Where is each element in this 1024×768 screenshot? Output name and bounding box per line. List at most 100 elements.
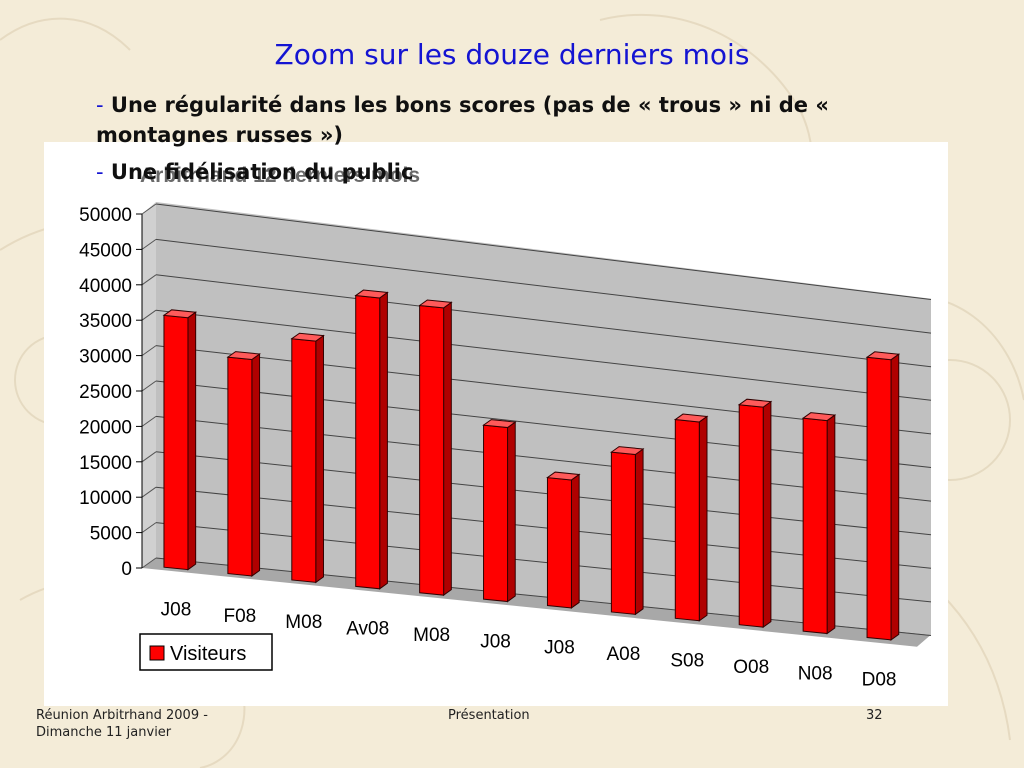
chart-title: Arbitrhand 12 derniers mois xyxy=(140,164,420,187)
bar-side xyxy=(570,473,580,609)
gridline-depth xyxy=(141,522,157,534)
gridline xyxy=(155,380,932,468)
gridline-depth xyxy=(141,238,157,250)
bar xyxy=(291,338,317,583)
chart-panel: 50000 45000 40000 35000 30000 25000 20000 15000… xyxy=(44,142,948,706)
x-tick-label: D08 xyxy=(862,670,897,691)
gridline-depth xyxy=(141,203,157,215)
footer-event: Réunion Arbitrhand 2009 - Dimanche 11 ja… xyxy=(36,707,208,741)
gridline-depth xyxy=(141,557,157,569)
bar-side xyxy=(443,301,452,597)
bar xyxy=(483,424,509,603)
footer-event-line2: Dimanche 11 janvier xyxy=(36,725,172,740)
bar xyxy=(610,451,636,615)
gridline-depth xyxy=(141,451,157,463)
gridline xyxy=(155,451,932,536)
x-tick-label: N08 xyxy=(798,663,833,684)
x-tick-label: J08 xyxy=(544,638,575,659)
bar xyxy=(866,356,892,641)
bar-side xyxy=(890,353,900,641)
y-tick-label: 35000 xyxy=(79,311,132,332)
gridline xyxy=(155,522,932,603)
bar-top xyxy=(673,413,709,423)
bar-top xyxy=(162,309,198,319)
legend-label: Visiteurs xyxy=(170,643,246,665)
bullet-loyalty: - Une fidélisation du public xyxy=(96,157,413,187)
x-tick-label: F08 xyxy=(224,606,257,627)
gridline-depth xyxy=(141,309,157,321)
bar-top xyxy=(865,351,901,361)
gridline-depth xyxy=(141,486,157,498)
bar-side xyxy=(507,421,516,603)
bar-side xyxy=(379,291,388,590)
bar-top xyxy=(482,419,517,429)
bar-top xyxy=(610,446,645,456)
bar-top xyxy=(290,332,325,342)
bar xyxy=(738,404,764,628)
x-tick-label: J08 xyxy=(480,631,511,652)
bar-top xyxy=(354,289,389,299)
chart-floor xyxy=(142,558,931,647)
bar xyxy=(419,304,445,596)
gridline xyxy=(155,486,932,569)
bar-top xyxy=(801,412,837,422)
bar-side xyxy=(187,311,197,571)
bar-side xyxy=(634,448,644,616)
y-tick-label: 15000 xyxy=(79,453,132,474)
bar-side xyxy=(251,353,261,577)
bar-side xyxy=(762,400,772,629)
bullet-dash: - xyxy=(96,93,104,117)
footer-section: Présentation xyxy=(448,708,530,723)
bar-top xyxy=(737,398,773,408)
x-tick-label: O08 xyxy=(733,657,769,678)
bar-side xyxy=(315,334,324,584)
gridline xyxy=(155,274,932,368)
bar xyxy=(546,477,572,609)
x-tick-label: J08 xyxy=(161,599,192,620)
x-tick-label: A08 xyxy=(606,644,640,665)
gridline-depth xyxy=(141,274,157,286)
slide-title: Zoom sur les douze derniers mois xyxy=(274,38,750,71)
gridline xyxy=(155,345,932,435)
bar xyxy=(163,314,189,571)
y-tick-label: 40000 xyxy=(79,276,132,297)
page-number: 32 xyxy=(866,708,883,723)
gridline xyxy=(155,415,932,502)
gridline-depth xyxy=(141,415,157,427)
y-tick-label: 45000 xyxy=(79,240,132,261)
bar xyxy=(227,356,253,577)
bar-top xyxy=(226,351,261,361)
bar-side xyxy=(826,414,836,635)
x-tick-label: M08 xyxy=(413,625,450,646)
y-tick-label: 10000 xyxy=(79,488,132,509)
x-tick-label: M08 xyxy=(285,612,322,633)
y-tick-label: 20000 xyxy=(79,417,132,438)
bar-top xyxy=(418,299,453,309)
y-tick-label: 5000 xyxy=(90,524,132,545)
y-tick-label: 50000 xyxy=(79,205,132,226)
x-tick-label: S08 xyxy=(670,651,704,672)
bar xyxy=(674,418,700,622)
gridline-depth xyxy=(141,380,157,392)
gridline xyxy=(155,238,932,334)
gridline-depth xyxy=(141,345,157,357)
bullet-text: Une fidélisation du public xyxy=(110,160,414,184)
bar-chart: 5000045000400003500030000250002000015000… xyxy=(79,164,932,691)
y-tick-label: 0 xyxy=(121,559,132,580)
x-tick-label: Av08 xyxy=(346,619,389,640)
y-tick-label: 30000 xyxy=(79,347,132,368)
bar xyxy=(355,294,381,590)
chart-side-wall xyxy=(142,202,156,568)
bar-side xyxy=(698,415,708,622)
gridline xyxy=(155,203,932,300)
footer-event-line1: Réunion Arbitrhand 2009 - xyxy=(36,708,208,723)
bar xyxy=(802,417,828,635)
bullet-dash: - xyxy=(96,160,104,184)
gridline xyxy=(155,557,932,636)
y-tick-label: 25000 xyxy=(79,382,132,403)
bullet-regularity: - Une régularité dans les bons scores (p… xyxy=(96,90,916,150)
gridline xyxy=(155,309,932,401)
legend-swatch xyxy=(149,645,165,661)
bullet-text: Une régularité dans les bons scores (pas… xyxy=(96,93,829,147)
bar-top xyxy=(546,471,581,481)
